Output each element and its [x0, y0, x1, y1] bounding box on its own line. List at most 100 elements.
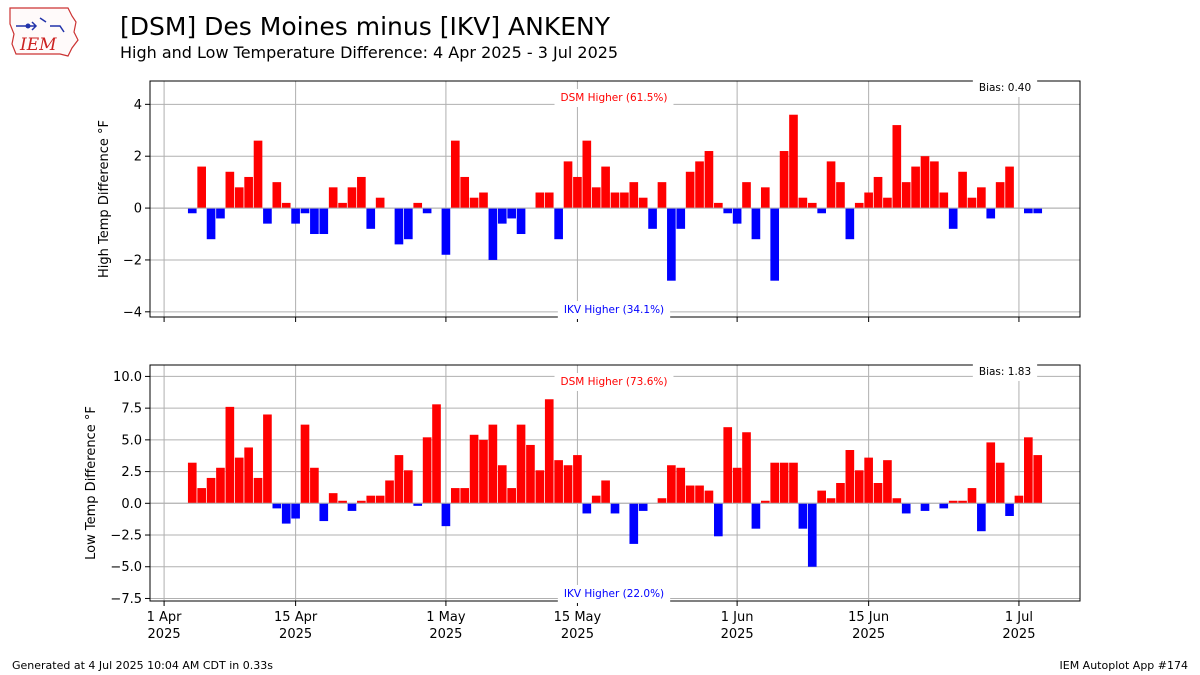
bar	[986, 442, 996, 504]
bar	[958, 171, 967, 209]
bias-label: Bias: 0.40	[979, 82, 1031, 94]
bar	[591, 187, 601, 209]
bar	[573, 455, 582, 504]
bar	[629, 182, 639, 209]
bar	[967, 197, 977, 209]
chart-subtitle: High and Low Temperature Difference: 4 A…	[120, 43, 619, 62]
x-tick-year-label: 2025	[1002, 627, 1035, 642]
bar	[357, 500, 366, 504]
bar	[901, 503, 911, 514]
bar	[873, 483, 883, 504]
bar	[779, 151, 789, 209]
x-tick-year-label: 2025	[852, 627, 885, 642]
bar	[300, 208, 310, 214]
bar	[338, 500, 347, 504]
x-tick-label: 15 Jun	[848, 610, 889, 625]
bar	[685, 171, 695, 209]
bar	[667, 465, 676, 504]
bar	[770, 462, 780, 504]
y-tick-label: −5.0	[110, 560, 142, 575]
bar	[610, 503, 620, 514]
bar	[789, 462, 798, 504]
bar	[460, 488, 470, 504]
bar	[751, 503, 761, 529]
bar	[948, 208, 958, 229]
bar	[206, 477, 216, 504]
bar	[977, 503, 986, 532]
x-tick-year-label: 2025	[429, 627, 462, 642]
bar	[601, 480, 610, 504]
bar	[995, 182, 1005, 209]
bar	[977, 187, 986, 209]
bar	[206, 208, 216, 240]
bar	[873, 176, 883, 209]
bar	[563, 465, 573, 504]
bar	[798, 503, 808, 529]
y-axis-label: High Temp Difference °F	[97, 120, 112, 278]
dsm-higher-label: DSM Higher (61.5%)	[561, 92, 668, 104]
bar	[328, 493, 338, 504]
bar	[676, 467, 686, 504]
bar	[714, 503, 723, 537]
bar	[807, 202, 817, 209]
bar	[291, 503, 300, 519]
bar	[404, 208, 413, 240]
bar	[939, 192, 949, 209]
bar	[281, 202, 291, 209]
bar	[676, 208, 686, 229]
bar	[507, 208, 516, 219]
bar	[544, 399, 554, 504]
bar	[901, 182, 911, 209]
bar	[441, 503, 451, 527]
bar	[535, 192, 545, 209]
bar	[648, 208, 657, 229]
bar	[497, 208, 507, 224]
bar	[967, 488, 977, 504]
y-tick-label: −4	[123, 305, 142, 320]
bar	[357, 176, 366, 209]
ikv-higher-label: IKV Higher (34.1%)	[564, 304, 664, 316]
bar	[488, 424, 498, 504]
bar	[216, 467, 225, 504]
bar	[1033, 455, 1043, 504]
bar	[667, 208, 676, 281]
bar	[263, 208, 272, 224]
bar	[995, 462, 1005, 504]
bar	[920, 503, 930, 511]
bar	[836, 182, 845, 209]
bar	[958, 500, 967, 504]
ikv-higher-label: IKV Higher (22.0%)	[564, 588, 664, 600]
x-tick-label: 1 Apr	[147, 610, 183, 625]
bar	[366, 495, 376, 504]
bar	[817, 490, 826, 504]
bar	[338, 202, 347, 209]
bar	[751, 208, 761, 240]
bar	[516, 424, 526, 504]
bar	[1024, 437, 1033, 504]
bar	[225, 171, 235, 209]
bar	[864, 457, 873, 504]
bar	[366, 208, 376, 229]
bar	[404, 470, 413, 504]
x-tick-label: 1 May	[426, 610, 466, 625]
bar	[497, 465, 507, 504]
bar	[450, 140, 460, 209]
bar	[939, 503, 949, 509]
bar	[582, 503, 592, 514]
bar	[544, 192, 554, 209]
bar	[986, 208, 996, 219]
bar	[1005, 166, 1014, 209]
bar	[732, 467, 742, 504]
x-tick-label: 1 Jul	[1005, 610, 1033, 625]
bar	[422, 437, 432, 504]
bar	[516, 208, 526, 235]
x-tick-year-label: 2025	[279, 627, 312, 642]
generated-footer: Generated at 4 Jul 2025 10:04 AM CDT in …	[12, 659, 273, 672]
bar	[347, 187, 357, 209]
bias-label: Bias: 1.83	[979, 366, 1031, 378]
bar	[563, 161, 573, 209]
bar	[657, 182, 667, 209]
bar	[300, 424, 310, 504]
bar	[488, 208, 498, 260]
bar	[187, 208, 197, 214]
